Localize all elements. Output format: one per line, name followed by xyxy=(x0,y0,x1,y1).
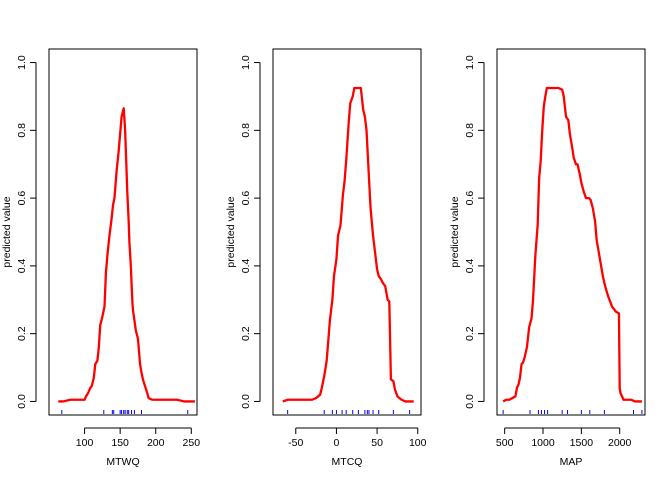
panel-mtwq-y-tick-label: 0.6 xyxy=(16,191,28,206)
panel-mtcq-y-tick-label: 0.8 xyxy=(240,123,252,138)
panel-mtcq-x-tick-label: -50 xyxy=(288,437,303,449)
panel-mtcq-ylabel: predicted value xyxy=(225,196,237,267)
panel-mtwq-y-tick-label: 0.0 xyxy=(16,394,28,409)
panel-mtwq-y-tick-label: 0.8 xyxy=(16,123,28,138)
panel-mtwq-x-tick-label: 250 xyxy=(183,437,201,449)
panel-mtwq-ylabel: predicted value xyxy=(1,196,13,267)
panel-map-x-tick-label: 500 xyxy=(496,437,514,449)
panel-mtwq-y-tick-label: 1.0 xyxy=(16,55,28,70)
panel-map-frame xyxy=(496,48,646,416)
panel-map-curve xyxy=(502,86,642,403)
panel-mtwq-frame xyxy=(48,48,198,416)
panel-map-y-tick-label: 1.0 xyxy=(464,55,476,70)
panel-mtcq-y-tick-label: 1.0 xyxy=(240,55,252,70)
panel-mtcq-frame xyxy=(272,48,422,416)
panel-mtcq-y-tick-label: 0.2 xyxy=(240,326,252,341)
panel-map: MAP predicted value 500 1000 1500 2000 0.0 0.… xyxy=(449,48,646,468)
panel-map-y-tick-label: 0.6 xyxy=(464,191,476,206)
panel-map-y-tick-label: 0.4 xyxy=(464,258,476,273)
panel-mtwq: MTWQ predicted value 100 150 200 250 0.0 0.2 0… xyxy=(1,48,201,468)
panel-mtwq-xlabel: MTWQ xyxy=(106,456,139,468)
panel-map-x-tick-label: 2000 xyxy=(608,437,632,449)
panel-mtcq-x-tick-label: 100 xyxy=(409,437,427,449)
panel-map-y-tick-label: 0.8 xyxy=(464,123,476,138)
panel-mtwq-y-tick-label: 0.2 xyxy=(16,326,28,341)
panel-map-xlabel: MAP xyxy=(560,456,583,468)
panel-mtcq-y-tick-label: 0.6 xyxy=(240,191,252,206)
panel-mtcq-y-tick-label: 0.0 xyxy=(240,394,252,409)
panel-mtcq-x-tick-label: 50 xyxy=(371,437,383,449)
panel-map-ylabel: predicted value xyxy=(449,196,461,267)
panel-map-y-tick-label: 0.0 xyxy=(464,394,476,409)
panel-mtcq-xlabel: MTCQ xyxy=(332,456,363,468)
panel-mtwq-x-tick-label: 150 xyxy=(111,437,129,449)
panel-mtwq-curve xyxy=(58,107,195,403)
panel-mtwq-y-tick-label: 0.4 xyxy=(16,258,28,273)
panel-map-x-tick-label: 1500 xyxy=(570,437,594,449)
panel-mtwq-x-tick-label: 100 xyxy=(76,437,94,449)
panel-map-y-tick-label: 0.2 xyxy=(464,326,476,341)
panel-mtcq-curve xyxy=(282,86,414,403)
panel-mtcq: MTCQ predicted value -50 0 50 100 0.0 0.2 0.4 0… xyxy=(225,48,427,468)
panel-mtcq-y-tick-label: 0.4 xyxy=(240,258,252,273)
panel-mtcq-x-tick-label: 0 xyxy=(334,437,340,449)
panel-mtwq-x-tick-label: 200 xyxy=(147,437,165,449)
panel-map-x-tick-label: 1000 xyxy=(531,437,555,449)
